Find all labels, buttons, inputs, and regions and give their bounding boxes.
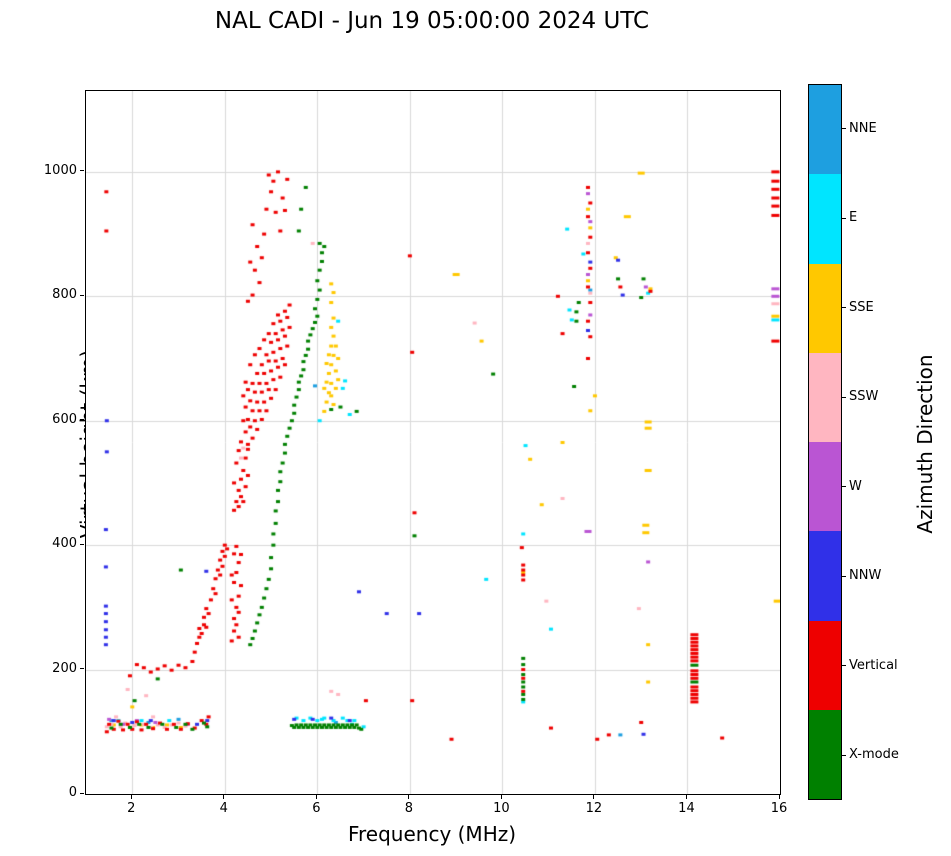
x-tick-label-8: 8	[404, 801, 413, 816]
colorbar-tick-nnw	[842, 575, 846, 577]
colorbar-segment-vertical	[809, 620, 841, 710]
x-tick-4	[223, 795, 225, 799]
colorbar-tick-x-mode	[842, 754, 846, 756]
x-tick-label-2: 2	[127, 801, 136, 816]
colorbar-label-w: W	[849, 478, 862, 494]
colorbar-segment-ssw	[809, 352, 841, 442]
colorbar-segment-sse	[809, 263, 841, 353]
chart-title: NAL CADI - Jun 19 05:00:00 2024 UTC	[214, 8, 650, 34]
colorbar-tick-ssw	[842, 396, 846, 398]
colorbar-segment-x-mode	[809, 709, 841, 799]
y-tick-600	[80, 419, 84, 421]
y-tick-1000	[80, 170, 84, 172]
x-tick-label-4: 4	[219, 801, 228, 816]
colorbar-label-ssw: SSW	[849, 389, 879, 405]
y-tick-800	[80, 294, 84, 296]
x-tick-label-6: 6	[312, 801, 321, 816]
colorbar-label-e: E	[849, 210, 858, 226]
y-tick-0	[80, 792, 84, 794]
y-tick-label-1000: 1000	[43, 162, 77, 178]
x-tick-label-14: 14	[678, 801, 695, 816]
x-tick-label-16: 16	[770, 801, 788, 816]
colorbar-label-sse: SSE	[849, 299, 874, 315]
colorbar-segment-w	[809, 442, 841, 532]
x-tick-label-12: 12	[585, 801, 603, 816]
colorbar-segment-nnw	[809, 531, 841, 621]
x-tick-10	[500, 795, 502, 799]
colorbar-tick-w	[842, 486, 846, 488]
scatter-canvas	[86, 91, 780, 794]
colorbar-segment-nne	[809, 85, 841, 175]
colorbar-tick-e	[842, 217, 846, 219]
x-tick-16	[778, 795, 780, 799]
colorbar-label-nnw: NNW	[849, 568, 882, 584]
y-tick-label-400: 400	[52, 536, 77, 552]
y-tick-label-800: 800	[52, 287, 77, 303]
y-tick-label-0: 0	[68, 785, 77, 800]
colorbar-tick-vertical	[842, 665, 846, 667]
x-tick-12	[593, 795, 595, 799]
y-tick-label-600: 600	[52, 411, 77, 427]
azimuth-colorbar	[808, 84, 842, 800]
y-tick-400	[80, 543, 84, 545]
y-tick-label-200: 200	[52, 660, 77, 676]
plot-area	[85, 90, 781, 795]
colorbar-label-nne: NNE	[849, 120, 877, 136]
colorbar-label-x-mode: X-mode	[849, 747, 899, 763]
x-axis-label: Frequency (MHz)	[347, 822, 517, 846]
x-tick-2	[130, 795, 132, 799]
x-tick-label-10: 10	[493, 801, 510, 816]
x-tick-14	[685, 795, 687, 799]
colorbar-label-vertical: Vertical	[849, 657, 898, 673]
x-tick-8	[408, 795, 410, 799]
y-tick-200	[80, 668, 84, 670]
colorbar-tick-nne	[842, 128, 846, 130]
x-tick-6	[315, 795, 317, 799]
colorbar-title: Azimuth Direction	[913, 354, 937, 534]
colorbar-segment-e	[809, 174, 841, 264]
colorbar-tick-sse	[842, 307, 846, 309]
